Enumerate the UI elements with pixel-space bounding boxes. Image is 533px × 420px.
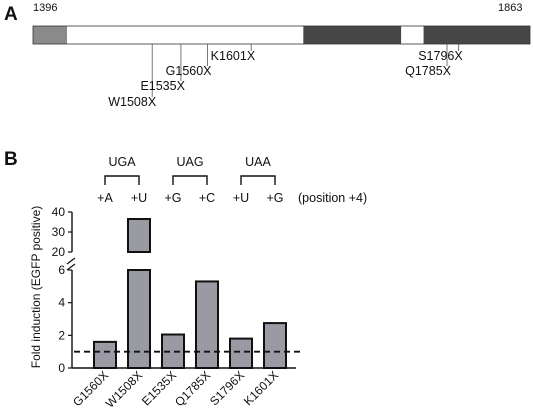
bars [93,218,287,370]
bar-k1601x [263,322,287,370]
nucleotide-label: +U [131,191,147,205]
y-tick-label: 2 [58,328,65,342]
x-tick-label: W1508X [103,368,145,410]
codon-label: UGA [108,155,136,169]
codon-label: UAG [176,155,203,169]
x-tick-label: S1796X [207,368,247,408]
bar-q1785x [195,280,219,369]
bar-g1560x [93,340,117,370]
domain-segment-3 [303,26,402,44]
mutation-label: G1560X [166,64,213,78]
y-axis: 0 2 4 6 20 30 40 [52,205,296,375]
codon-bracket [104,175,140,185]
axis-break-mark [66,257,76,265]
domain-segment-1 [33,26,68,44]
y-tick-label: 0 [58,361,65,375]
y-tick-label: 20 [52,245,66,259]
domain-segment-4 [401,26,424,44]
codon-groups: UGA UAG UAA [104,155,276,185]
mutation-label: S1796X [418,49,463,63]
position-note: (position +4) [298,191,367,205]
bar-w1508x-lower [127,269,151,369]
y-tick-label: 40 [52,205,66,219]
x-tick-label: E1535X [139,368,179,408]
x-tick-label: Q1785X [172,368,213,409]
domain-segment-5 [423,26,530,44]
track-outline [32,25,531,45]
y-axis-title: Fold induction (EGFP positive) [29,206,43,369]
codon-bracket [172,175,208,185]
domain-segment-2 [67,26,304,44]
y-tick-label: 4 [58,296,65,310]
mutation-label: Q1785X [405,64,452,78]
bar-break-gap [125,253,153,269]
x-tick-label: K1601X [241,368,281,408]
y-tick-label: 30 [52,225,66,239]
nucleotide-label: +G [266,191,283,205]
axis-break-mark [66,263,76,271]
mutation-label: E1535X [140,79,185,93]
nucleotide-label: +A [97,191,113,205]
nucleotide-label: +C [199,191,215,205]
panel-b-letter: B [4,149,18,170]
nucleotide-label: +U [233,191,249,205]
nucleotide-labels: +A +U +G +C +U +G [97,191,283,205]
bar-w1508x-upper [127,218,151,253]
domain-track [32,25,531,45]
domain-start-label: 1396 [33,2,57,14]
codon-label: UAA [245,155,271,169]
codon-bracket [240,175,276,185]
nucleotide-label: +G [164,191,181,205]
domain-end-label: 1863 [498,2,522,14]
mutation-label: W1508X [108,95,157,109]
mutation-label: K1601X [211,49,256,63]
y-tick-label: 6 [58,263,65,277]
panel-a-letter: A [4,4,18,25]
bar-s1796x [229,337,253,370]
